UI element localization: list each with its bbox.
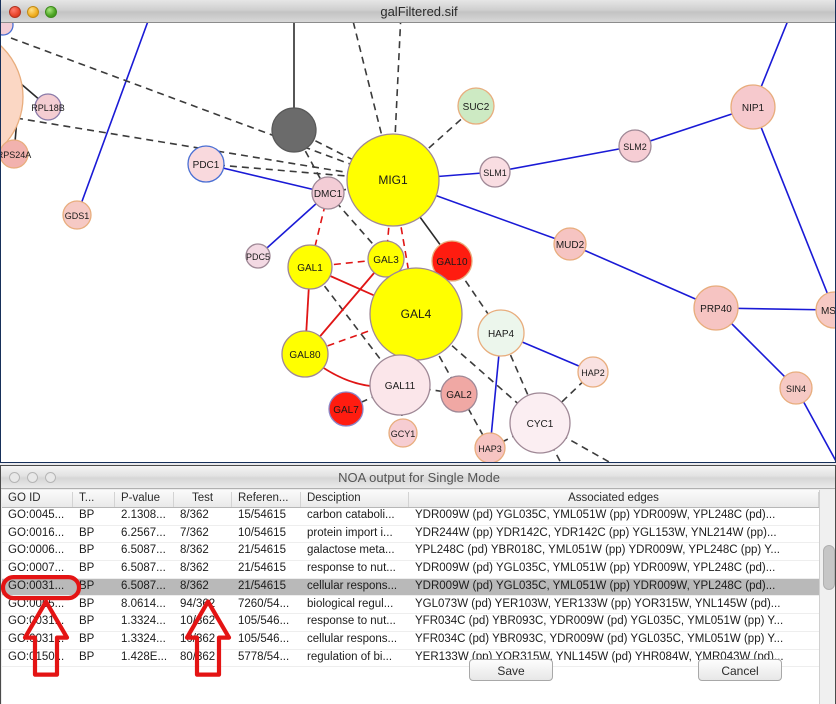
svg-text:MSI...: MSI... (821, 306, 836, 317)
svg-text:GAL4: GAL4 (401, 307, 432, 321)
svg-text:GAL7: GAL7 (333, 405, 359, 416)
svg-text:NIP1: NIP1 (742, 103, 765, 114)
svg-text:SUC2: SUC2 (463, 102, 490, 113)
svg-text:RPL18B: RPL18B (31, 103, 65, 113)
svg-text:RPS24A: RPS24A (1, 150, 31, 160)
svg-text:GAL10: GAL10 (436, 257, 468, 268)
svg-text:PDC1: PDC1 (193, 160, 220, 171)
svg-text:HAP2: HAP2 (581, 368, 605, 378)
svg-text:GAL1: GAL1 (297, 263, 323, 274)
svg-text:GAL80: GAL80 (289, 350, 321, 361)
svg-text:GCY1: GCY1 (391, 429, 416, 439)
svg-text:GDS1: GDS1 (65, 211, 90, 221)
svg-text:GAL3: GAL3 (373, 255, 399, 266)
svg-text:HAP3: HAP3 (478, 444, 502, 454)
svg-text:MIG1: MIG1 (378, 173, 408, 187)
svg-text:CYC1: CYC1 (527, 419, 554, 430)
svg-text:DMC1: DMC1 (314, 189, 343, 200)
svg-text:PDC5: PDC5 (246, 252, 270, 262)
svg-text:HAP4: HAP4 (488, 329, 515, 340)
svg-text:PRP40: PRP40 (700, 304, 732, 315)
svg-text:SLM2: SLM2 (623, 142, 647, 152)
svg-text:GAL2: GAL2 (446, 390, 472, 401)
svg-text:MUD2: MUD2 (556, 240, 585, 251)
svg-text:SLM1: SLM1 (483, 168, 507, 178)
svg-text:GAL11: GAL11 (385, 381, 416, 392)
svg-text:SIN4: SIN4 (786, 384, 806, 394)
